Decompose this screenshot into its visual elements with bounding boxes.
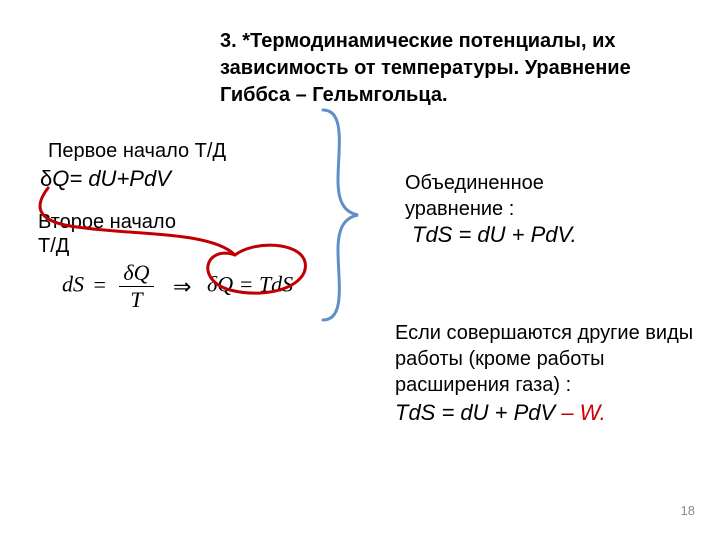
first-law-eq-body: Q= dU+PdV [52,166,171,191]
page-number: 18 [681,503,695,518]
combined-l1: Объединенное [405,172,544,194]
frac-den: T [119,286,153,313]
combined-law-label: Объединенное уравнение : [405,170,544,222]
frac-num: δQ [119,260,153,286]
second-law-equation: dS = δQ T ⇒ δQ = TdS [62,260,293,313]
combined-equation: TdS = dU + PdV. [412,222,577,248]
other-work-equation: TdS = dU + PdV – W. [395,400,606,426]
implies-arrow: ⇒ [173,274,191,299]
other-work-eq-main: TdS = dU + PdV [395,400,561,425]
first-law-equation: δQ= dU+PdV [40,166,171,192]
slide: 3. *Термодинамические потенциалы, их зав… [0,0,720,540]
dS: dS [62,272,84,297]
fraction: δQ T [119,260,153,313]
other-work-label: Если совершаются другие виды работы (кро… [395,320,705,398]
curly-brace [308,100,368,330]
slide-title: 3. *Термодинамические потенциалы, их зав… [220,28,690,109]
combined-l2: уравнение : [405,198,514,220]
first-law-label: Первое начало Т/Д [48,140,226,163]
other-work-eq-red: – W. [561,400,605,425]
delta-symbol: δ [40,166,52,191]
eq-sign-1: = [94,272,106,297]
second-law-label: Второе начало Т/Д [38,210,188,258]
second-law-rhs: δQ = TdS [207,272,293,297]
